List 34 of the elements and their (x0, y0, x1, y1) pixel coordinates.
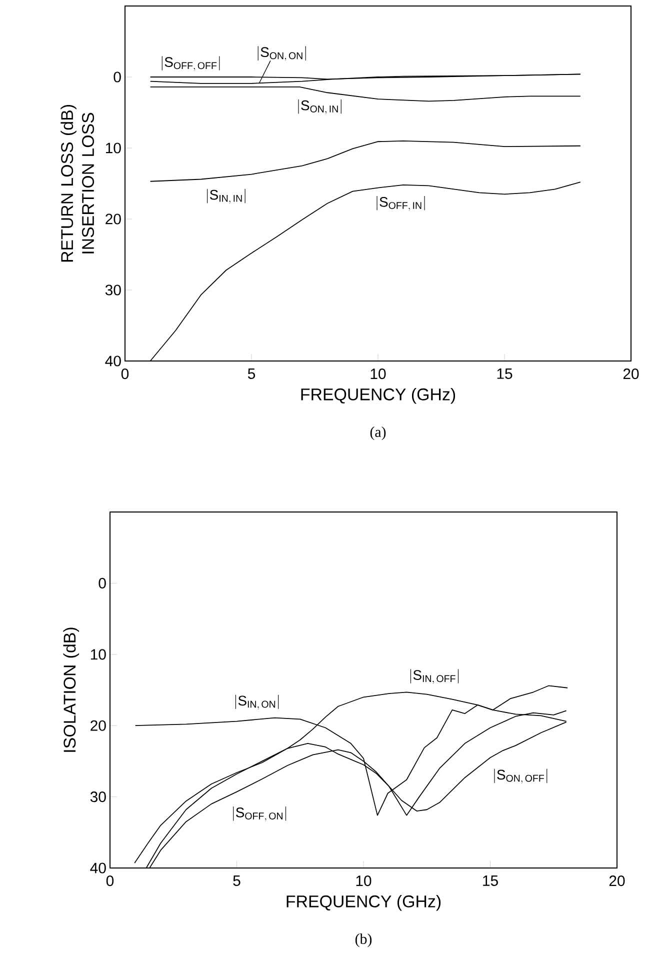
y-tick-label: 20 (90, 720, 106, 731)
y-tick-label: 0 (98, 578, 106, 588)
series-label: $|\mathrm{S}_{\mathrm{OFF,\,ON}}|$ (233, 806, 286, 822)
y-tick-label: 10 (106, 142, 121, 154)
x-tick-label: 0 (121, 368, 129, 380)
y-tick-label: 0 (114, 72, 121, 82)
series-label: $|\mathrm{S}_{\mathrm{OFF,\,IN}}|$ (376, 196, 425, 211)
series-label: $|\mathrm{S}_{\mathrm{ON,\,ON}}|$ (258, 46, 306, 61)
y-tick-label: 30 (105, 284, 121, 296)
x-tick-label: 5 (248, 368, 256, 379)
x-axis-title: FREQUENCY (GHz) (286, 894, 441, 911)
y-tick-label: 40 (105, 356, 121, 366)
series-label: $|\mathrm{S}_{\mathrm{IN,\,ON}}|$ (235, 694, 279, 710)
x-tick-label: 20 (609, 876, 625, 886)
y-tick-label: 40 (90, 862, 106, 874)
y-tick-label: 30 (90, 792, 106, 802)
y-axis-title: RETURN LOSS (dB) INSERTION LOSS (60, 105, 94, 262)
x-tick-label: 10 (356, 876, 372, 886)
y-axis-title: ISOLATION (dB) (63, 628, 80, 752)
x-tick-label: 15 (483, 876, 498, 886)
series-label: $|\mathrm{S}_{\mathrm{OFF,\,OFF}}|$ (162, 56, 220, 71)
text: (b) (355, 934, 372, 948)
x-tick-label: 15 (497, 368, 512, 379)
series-label: $|\mathrm{S}_{\mathrm{ON,\,OFF}}|$ (494, 768, 548, 784)
series-label: $|\mathrm{S}_{\mathrm{ON,\,IN}}|$ (298, 99, 342, 114)
x-tick-label: 5 (233, 876, 240, 886)
series-label: $|\mathrm{S}_{\mathrm{IN,\,OFF}}|$ (410, 669, 459, 684)
y-tick-label: 10 (91, 649, 106, 660)
y-tick-label: 20 (106, 214, 121, 224)
x-tick-label: 20 (623, 368, 639, 380)
x-axis-title: FREQUENCY (GHz) (301, 388, 456, 404)
text: (a) (370, 426, 386, 440)
series-label: $|\mathrm{S}_{\mathrm{IN,\,IN}}|$ (207, 188, 246, 204)
x-tick-label: 10 (370, 368, 386, 380)
